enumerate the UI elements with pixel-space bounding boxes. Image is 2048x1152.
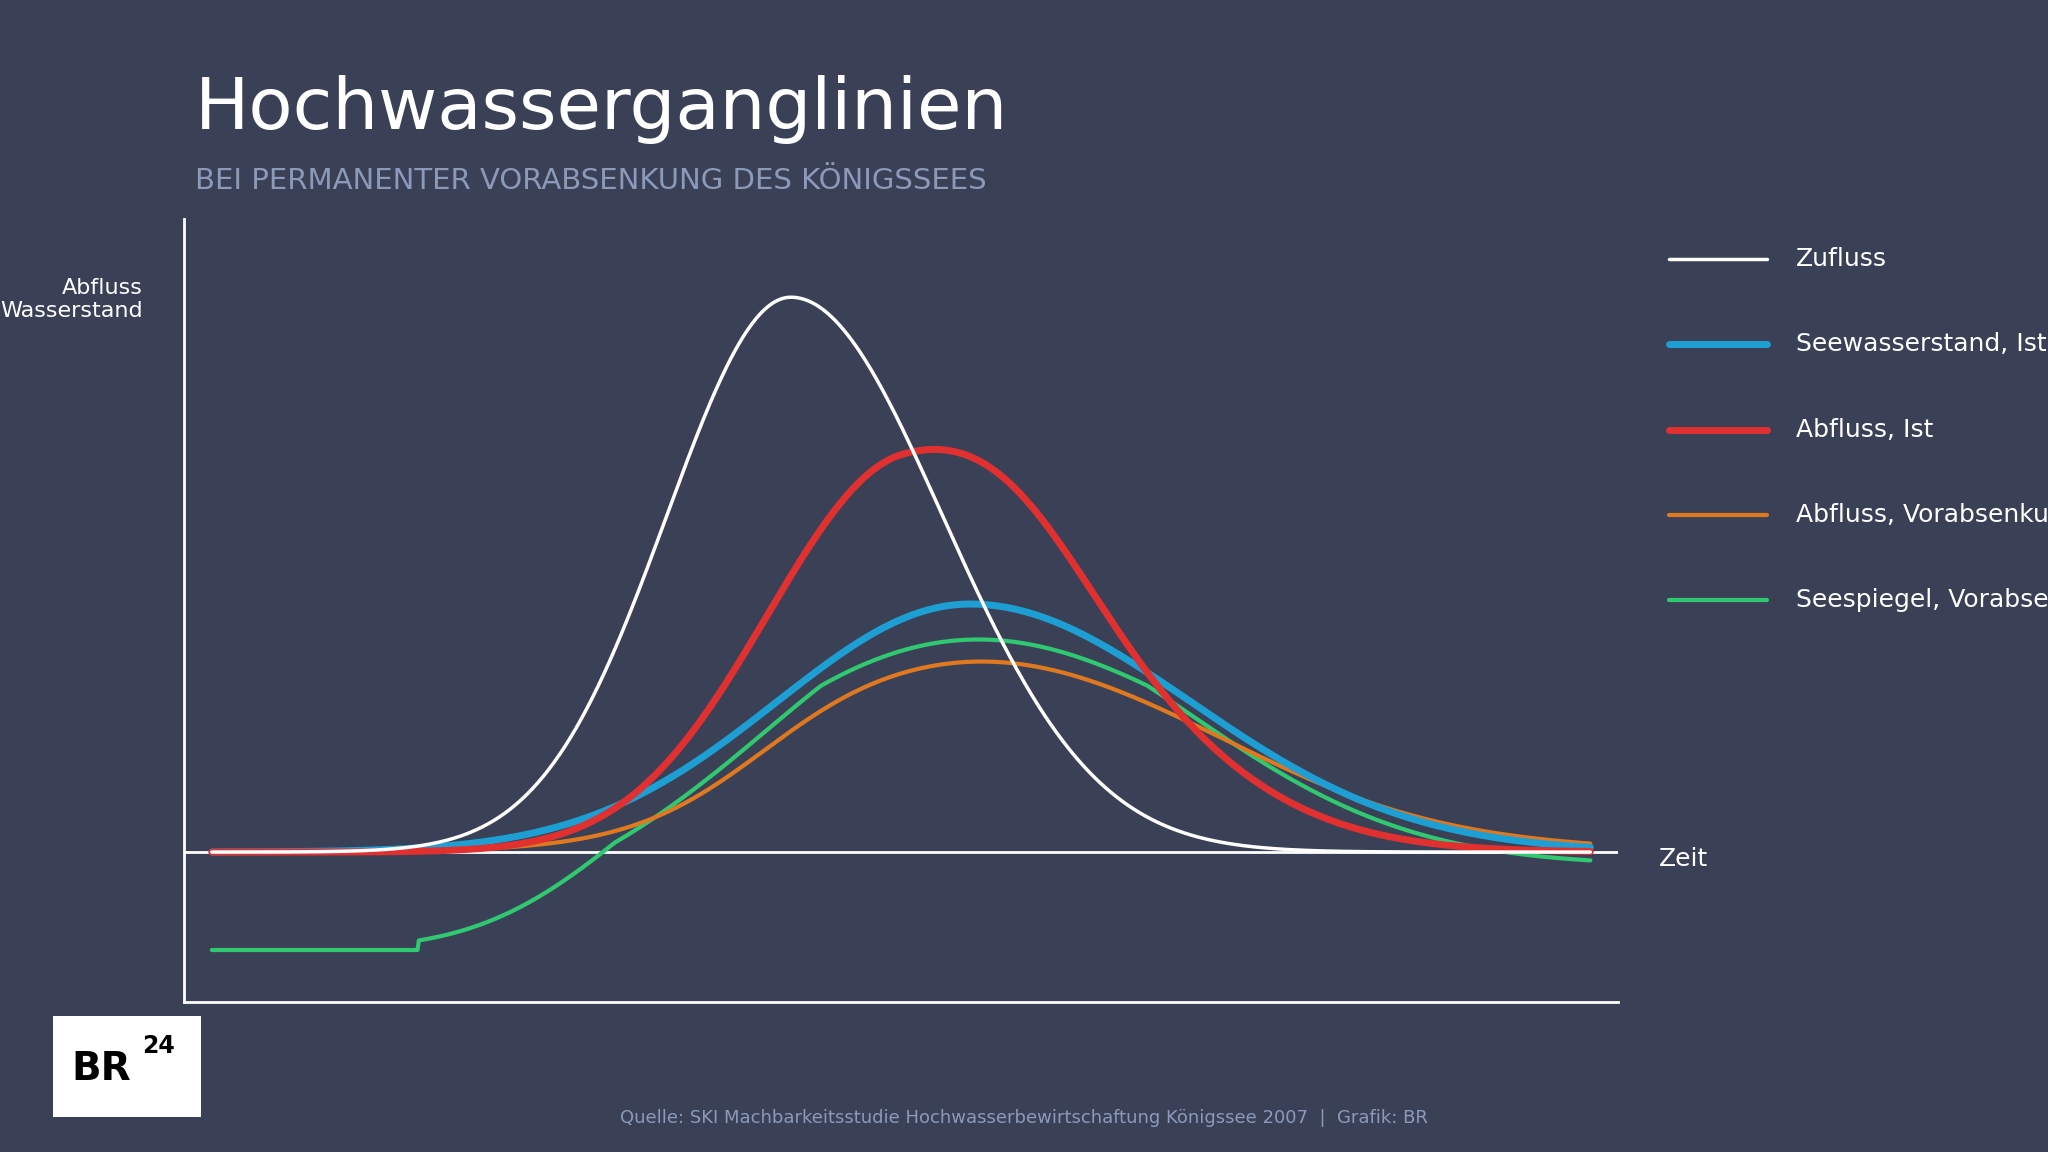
Text: BEI PERMANENTER VORABSENKUNG DES KÖNIGSSEES: BEI PERMANENTER VORABSENKUNG DES KÖNIGSS… — [195, 167, 987, 195]
Text: 24: 24 — [141, 1034, 174, 1059]
Text: BR: BR — [72, 1049, 131, 1087]
Text: Zeit: Zeit — [1659, 847, 1708, 871]
Text: Seewasserstand, Ist: Seewasserstand, Ist — [1796, 333, 2046, 356]
Text: Seespiegel, Vorabsenkung: Seespiegel, Vorabsenkung — [1796, 589, 2048, 612]
Text: Abfluss, Ist: Abfluss, Ist — [1796, 418, 1933, 441]
Text: Abfluss
Wasserstand: Abfluss Wasserstand — [0, 278, 143, 320]
Text: Hochwasserganglinien: Hochwasserganglinien — [195, 75, 1008, 144]
Text: Quelle: SKI Machbarkeitsstudie Hochwasserbewirtschaftung Königssee 2007  |  Graf: Quelle: SKI Machbarkeitsstudie Hochwasse… — [621, 1108, 1427, 1127]
Text: Zufluss: Zufluss — [1796, 248, 1886, 271]
Text: Abfluss, Vorabsenkung: Abfluss, Vorabsenkung — [1796, 503, 2048, 526]
